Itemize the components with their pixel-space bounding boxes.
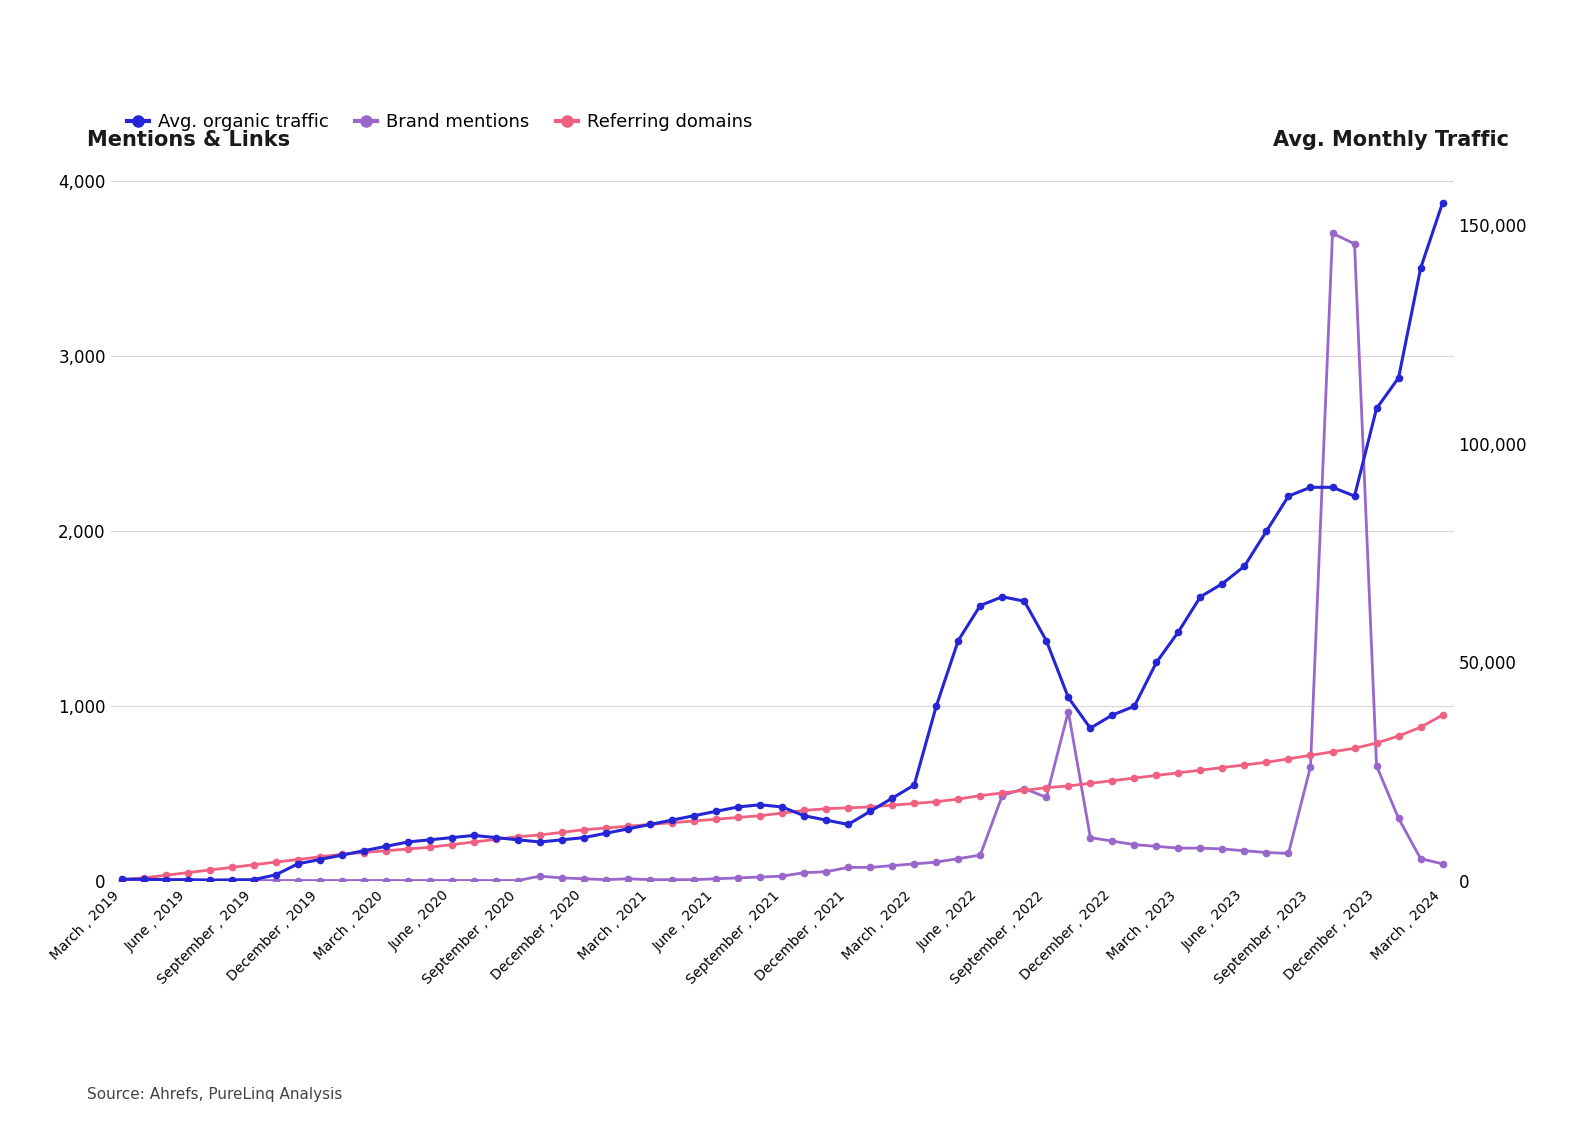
Brand mentions: [376, 873, 395, 887]
Brand mentions: [575, 872, 594, 886]
Brand mentions: [905, 858, 924, 871]
Line: Avg. organic traffic: Avg. organic traffic: [118, 200, 1446, 884]
Referring domains: [1433, 709, 1452, 722]
Avg. organic traffic: [1433, 195, 1452, 209]
Referring domains: [905, 797, 924, 810]
Brand mentions: [1322, 226, 1341, 241]
Line: Referring domains: Referring domains: [118, 712, 1446, 883]
Text: Avg. Monthly Traffic: Avg. Monthly Traffic: [1273, 130, 1509, 150]
Referring domains: [420, 841, 439, 854]
Line: Brand mentions: Brand mentions: [118, 231, 1446, 884]
Text: Mentions & Links: Mentions & Links: [87, 130, 291, 150]
Referring domains: [112, 872, 131, 886]
Avg. organic traffic: [597, 826, 616, 840]
Avg. organic traffic: [1278, 489, 1297, 503]
Avg. organic traffic: [442, 831, 461, 844]
Referring domains: [575, 823, 594, 836]
Avg. organic traffic: [839, 818, 858, 832]
Referring domains: [817, 802, 836, 816]
Brand mentions: [420, 873, 439, 887]
Referring domains: [376, 844, 395, 858]
Brand mentions: [112, 873, 131, 887]
Text: Source: Ahrefs, PureLinq Analysis: Source: Ahrefs, PureLinq Analysis: [87, 1087, 343, 1102]
Brand mentions: [1258, 845, 1277, 859]
Avg. organic traffic: [201, 873, 220, 887]
Brand mentions: [1433, 858, 1452, 871]
Referring domains: [1258, 756, 1277, 770]
Legend: Avg. organic traffic, Brand mentions, Referring domains: Avg. organic traffic, Brand mentions, Re…: [120, 106, 760, 138]
Brand mentions: [817, 864, 836, 878]
Avg. organic traffic: [112, 872, 131, 886]
Avg. organic traffic: [398, 835, 417, 849]
Avg. organic traffic: [927, 699, 946, 713]
